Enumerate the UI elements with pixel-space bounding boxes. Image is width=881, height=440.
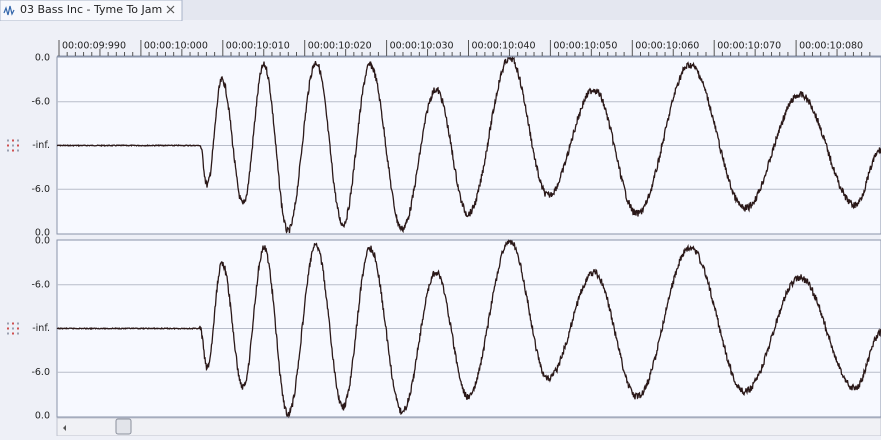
ruler-label: 00:00:10:080 xyxy=(799,41,863,52)
ruler-label: 00:00:10:010 xyxy=(226,41,290,52)
scale-label: 0.0 xyxy=(35,411,50,422)
handle-dot xyxy=(17,139,19,142)
handle-dot xyxy=(12,322,14,325)
handle-dot xyxy=(7,322,9,325)
handle-dot xyxy=(12,149,14,152)
ruler-label: 00:00:10:040 xyxy=(472,41,536,52)
handle-dot xyxy=(12,144,14,147)
ruler-label: 00:00:10:020 xyxy=(308,41,372,52)
handle-dot xyxy=(12,139,14,142)
handle-dot xyxy=(7,332,9,335)
tab-icon xyxy=(3,5,15,16)
waveform xyxy=(56,56,881,234)
scale-label: 0.0 xyxy=(35,228,50,239)
handle-dot xyxy=(12,327,14,330)
ruler-label: 00:00:10:000 xyxy=(144,41,208,52)
handle-dot xyxy=(12,332,14,335)
tab-title: 03 Bass Inc - Tyme To Jam xyxy=(20,3,162,16)
scale-label: -inf. xyxy=(32,323,50,334)
scale-label: -inf. xyxy=(32,140,50,151)
handle-dot xyxy=(17,144,19,147)
handle-dot xyxy=(17,149,19,152)
ruler-label: 00:00:10:070 xyxy=(717,41,781,52)
handle-dot xyxy=(7,144,9,147)
handle-dot xyxy=(17,332,19,335)
handle-dot xyxy=(7,327,9,330)
ruler-label: 00:00:10:050 xyxy=(553,41,617,52)
scroll-left[interactable] xyxy=(63,425,66,431)
scale-label: -6.0 xyxy=(31,367,50,378)
tab-strip xyxy=(0,0,881,20)
scale-label: -6.0 xyxy=(31,96,50,107)
handle-dot xyxy=(17,327,19,330)
ruler-label: 00:00:10:030 xyxy=(390,41,454,52)
handle-dot xyxy=(7,139,9,142)
ruler-label: 00:00:10:060 xyxy=(635,41,699,52)
scale-label: 0.0 xyxy=(35,236,50,247)
close-button[interactable] xyxy=(166,5,175,14)
scale-label: -6.0 xyxy=(31,279,50,290)
scroll-thumb[interactable] xyxy=(115,418,132,435)
scrollbar[interactable] xyxy=(56,417,881,437)
handle-dot xyxy=(17,322,19,325)
channel-handle[interactable] xyxy=(7,322,19,335)
ruler-label: 00:00:09:990 xyxy=(62,41,126,52)
scale-label: -6.0 xyxy=(31,184,50,195)
channel-handle[interactable] xyxy=(7,139,19,152)
handle-dot xyxy=(7,149,9,152)
scale-label: 0.0 xyxy=(35,53,50,64)
waveform xyxy=(56,238,881,419)
